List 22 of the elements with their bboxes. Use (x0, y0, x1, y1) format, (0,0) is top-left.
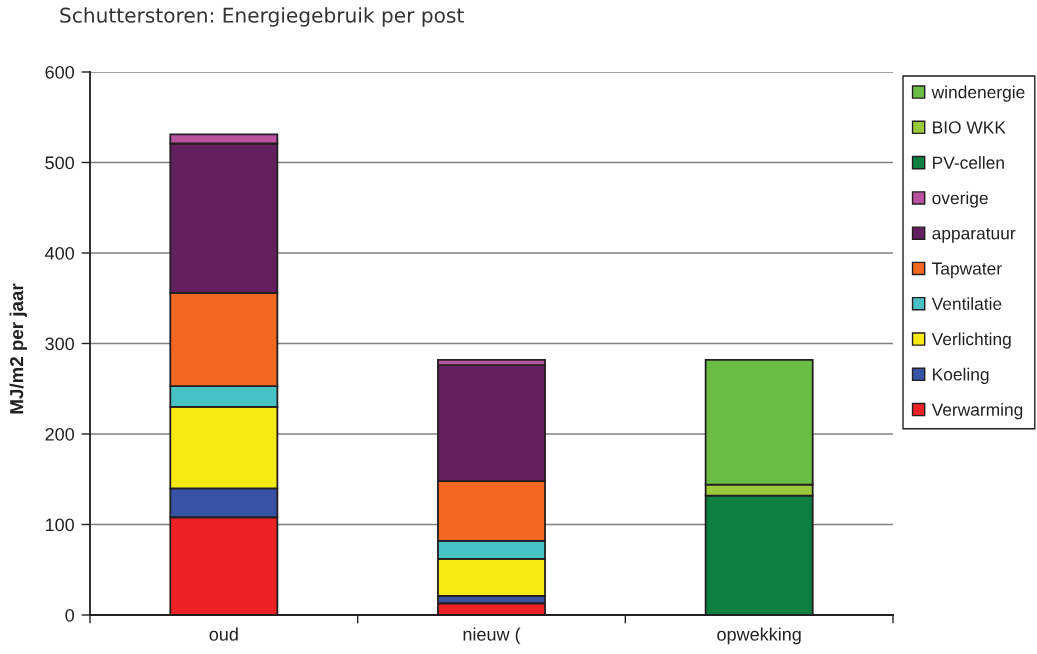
y-tick-label: 200 (45, 427, 75, 441)
y-tick-label: 0 (65, 608, 75, 622)
x-tick-label: nieuw ( (463, 627, 521, 645)
y-tick-label: 600 (45, 65, 75, 79)
x-tick-label: opwekking (717, 627, 801, 645)
y-tick-label: 400 (45, 246, 75, 260)
legend-label: windenergie (931, 85, 1025, 102)
legend-label: Verwarming (931, 403, 1023, 420)
legend-label: Ventilatie (931, 297, 1002, 310)
legend-label: PV-cellen (933, 156, 1004, 169)
chart-title: Schutterstoren: Energiegebruik per post (60, 7, 464, 27)
legend-label: Koeling (933, 367, 989, 384)
legend-label: Verlichting (931, 332, 1011, 349)
y-axis-title: MJ/m2 per jaar (9, 283, 27, 414)
x-tick-label: oud (209, 627, 238, 641)
legend-label: overige (932, 191, 988, 208)
y-tick-label: 300 (45, 337, 75, 351)
legend-label: Tapwater (932, 262, 1002, 279)
y-tick-label: 500 (45, 156, 75, 170)
legend-label: apparatuur (932, 228, 1016, 243)
legend-label: BIO WKK (933, 121, 1006, 134)
y-tick-label: 100 (45, 518, 75, 532)
